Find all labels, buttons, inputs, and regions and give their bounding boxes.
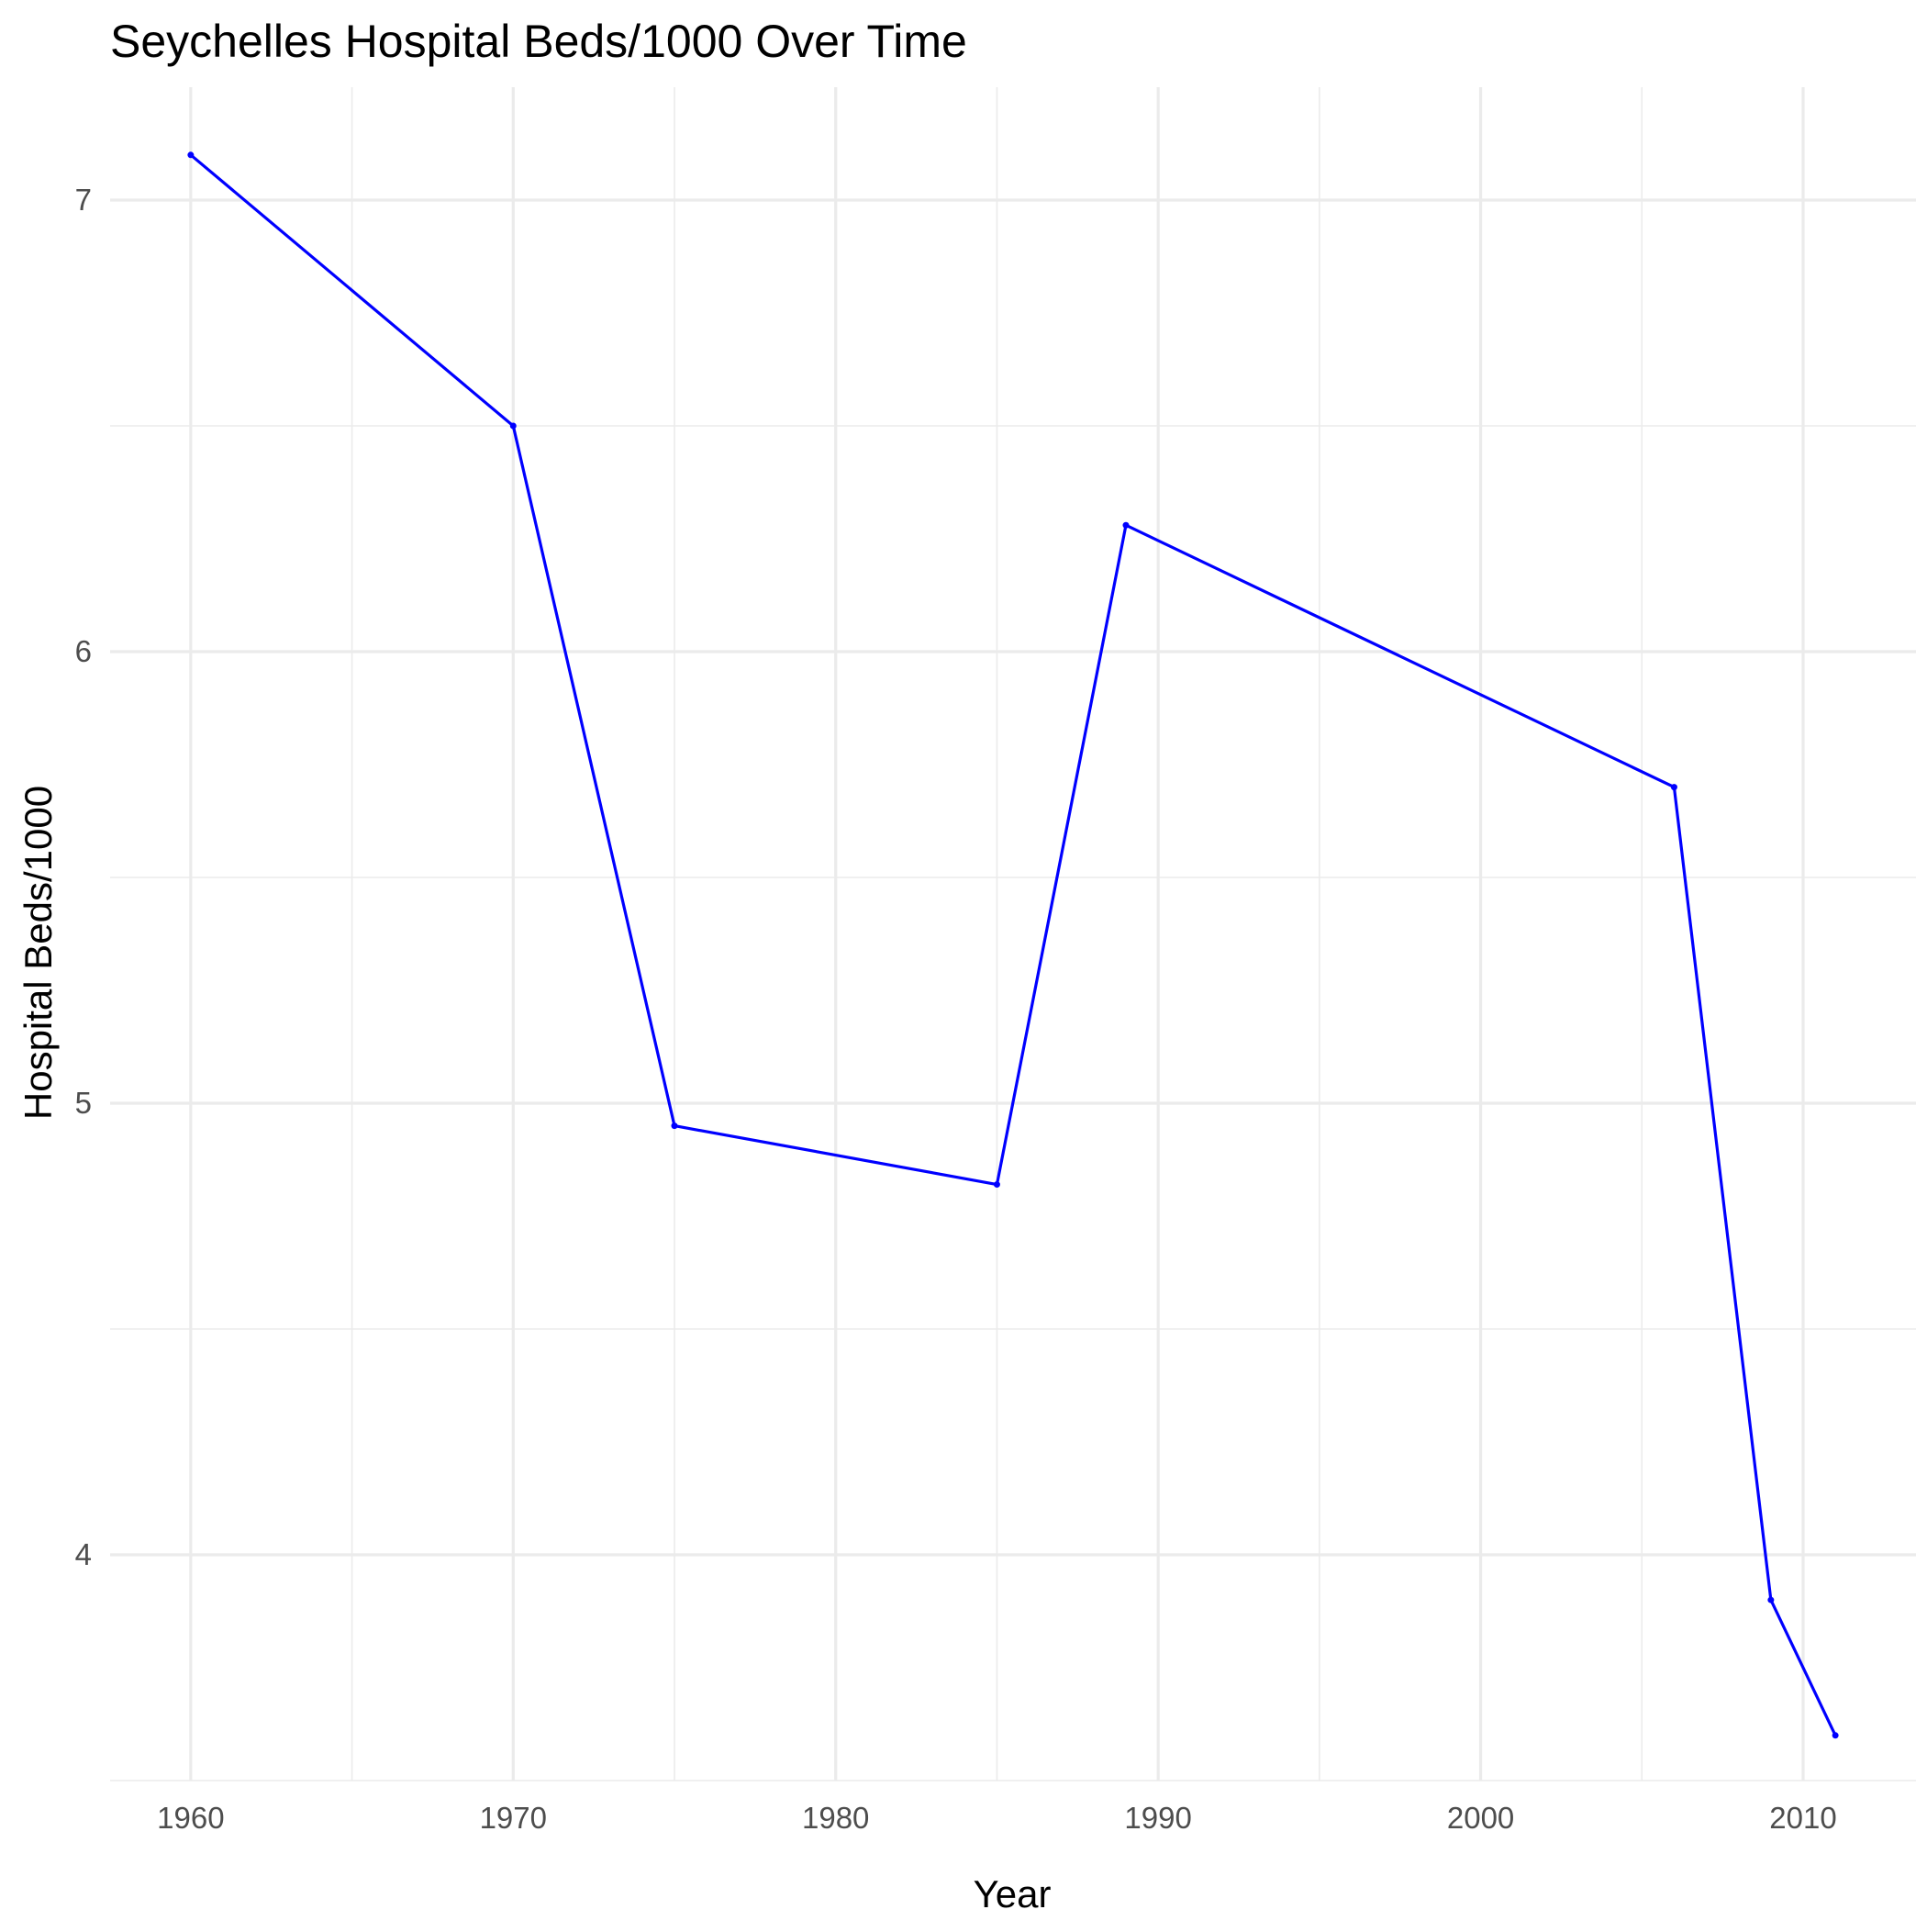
y-tick-label: 7 — [75, 183, 92, 217]
data-point — [509, 422, 517, 430]
x-tick-label: 2010 — [1769, 1801, 1836, 1835]
x-tick-label: 1960 — [157, 1801, 224, 1835]
data-point — [1832, 1732, 1839, 1739]
y-axis-title: Hospital Beds/1000 — [17, 786, 60, 1120]
y-tick-label: 5 — [75, 1086, 92, 1120]
x-tick-label: 2000 — [1447, 1801, 1514, 1835]
data-point — [993, 1181, 1000, 1189]
y-axis-ticks: 4 5 6 7 — [75, 183, 92, 1571]
grid-lines — [110, 87, 1916, 1781]
x-tick-label: 1990 — [1124, 1801, 1191, 1835]
y-tick-label: 4 — [75, 1537, 92, 1571]
series-layer — [189, 153, 1837, 1737]
data-point — [187, 151, 195, 159]
x-axis-title: Year — [974, 1872, 1052, 1915]
y-tick-label: 6 — [75, 634, 92, 668]
data-point — [1122, 521, 1130, 529]
series-line — [189, 153, 1837, 1737]
points-layer — [187, 151, 1839, 1739]
data-point — [671, 1122, 678, 1130]
chart-title: Seychelles Hospital Beds/1000 Over Time — [110, 16, 967, 67]
x-tick-label: 1980 — [802, 1801, 869, 1835]
x-tick-label: 1970 — [480, 1801, 547, 1835]
x-axis-ticks: 1960 1970 1980 1990 2000 2010 — [157, 1801, 1837, 1835]
data-point — [1670, 784, 1677, 791]
data-point — [1767, 1596, 1775, 1603]
